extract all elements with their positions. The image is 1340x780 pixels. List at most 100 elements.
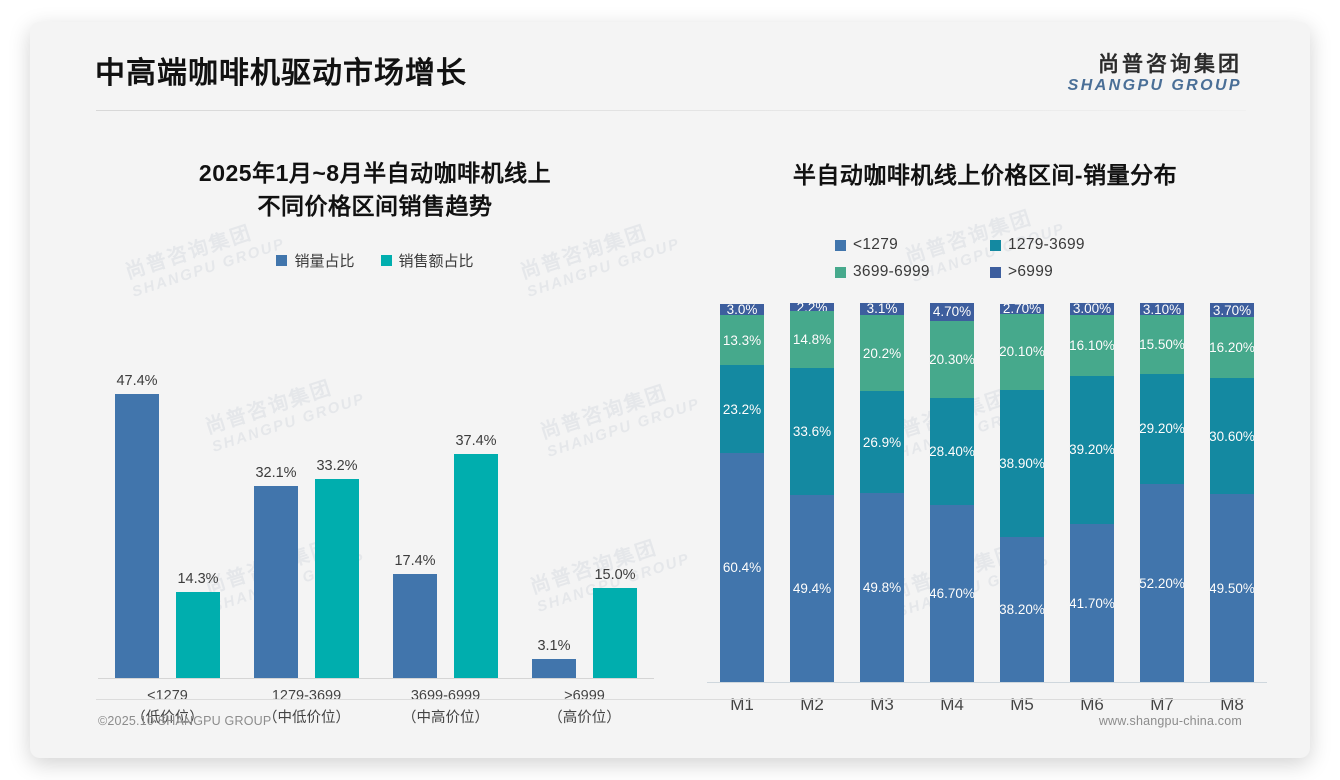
segment-value-label: 2.2% [796, 299, 828, 315]
segment-value-label: 39.20% [1069, 442, 1115, 458]
segment-value-label: 28.40% [929, 443, 975, 459]
stacked-column[interactable]: 3.70% 16.20% 30.60% 49.50% [1209, 303, 1255, 682]
segment-value-label: 38.20% [999, 602, 1045, 618]
bar-item[interactable]: 37.4% [454, 349, 498, 678]
stack-segment-over-6999[interactable]: 3.00% [1070, 301, 1114, 317]
header-divider [96, 110, 1246, 111]
bar-rect[interactable] [393, 574, 437, 678]
bar-item[interactable]: 32.1% [254, 349, 298, 678]
segment-value-label: 14.8% [792, 331, 832, 347]
stack-segment-1279-3699[interactable]: 28.40% [929, 397, 975, 506]
stacked-column[interactable]: 3.0% 13.3% 23.2% 60.4% [720, 301, 764, 682]
x-axis-line [98, 678, 654, 679]
brand-logo: 尚普咨询集团 SHANGPU GROUP [1068, 53, 1242, 95]
stack-segment-1279-3699[interactable]: 39.20% [1069, 375, 1115, 524]
segment-value-label: 30.60% [1209, 428, 1255, 444]
bar-item[interactable]: 17.4% [393, 349, 437, 678]
stack-segment-under-1279[interactable]: 52.20% [1139, 484, 1185, 682]
bar-rect[interactable] [454, 454, 498, 678]
segment-value-label: 13.3% [722, 332, 762, 348]
bar-rect[interactable] [176, 592, 220, 678]
stack-segment-over-6999[interactable]: 2.70% [1000, 301, 1044, 316]
bar-item[interactable]: 14.3% [176, 349, 220, 678]
legend-item-1279-3699[interactable]: 1279-3699 [990, 236, 1135, 254]
stack-segment-over-6999[interactable]: 2.2% [790, 300, 834, 315]
segment-value-label: 49.50% [1209, 580, 1255, 596]
stacked-column[interactable]: 3.00% 16.10% 39.20% 41.70% [1069, 301, 1115, 682]
stack-segment-3699-6999[interactable]: 14.8% [790, 311, 834, 368]
segment-value-label: 60.4% [722, 560, 762, 576]
bar-value-label: 14.3% [177, 571, 219, 587]
stack-segment-3699-6999[interactable]: 16.10% [1069, 314, 1115, 376]
stack-segment-3699-6999[interactable]: 15.50% [1139, 314, 1185, 374]
stacked-bar-chart: 3.0% 13.3% 23.2% 60.4% 2.2% 14.8% 33.6% … [707, 300, 1267, 714]
stacked-column[interactable]: 3.10% 15.50% 29.20% 52.20% [1139, 302, 1185, 682]
segment-value-label: 49.8% [862, 580, 902, 596]
grouped-bar-plot-area: 47.4% 14.3% 32.1% 33.2% [98, 349, 654, 678]
legend-label: >6999 [1008, 263, 1054, 281]
bar-rect[interactable] [532, 659, 576, 678]
legend-item-sales-value-share[interactable]: 销售额占比 [380, 250, 474, 271]
legend-item-3699-6999[interactable]: 3699-6999 [835, 263, 980, 281]
stack-segment-3699-6999[interactable]: 13.3% [720, 314, 764, 366]
bar-item[interactable]: 15.0% [593, 349, 637, 678]
stack-segment-1279-3699[interactable]: 30.60% [1209, 378, 1255, 495]
legend-item-sales-volume-share[interactable]: 销量占比 [276, 250, 355, 271]
segment-value-label: 3.0% [726, 301, 758, 317]
stack-segment-over-6999[interactable]: 3.0% [720, 301, 764, 317]
legend-swatch-icon [276, 254, 288, 266]
legend-swatch-icon [835, 239, 846, 251]
stack-segment-over-6999[interactable]: 3.70% [1210, 303, 1254, 318]
stack-segment-3699-6999[interactable]: 20.10% [999, 313, 1045, 390]
right-chart-legend: <1279 1279-3699 3699-6999 >6999 [835, 236, 1135, 281]
stacked-column[interactable]: 4.70% 20.30% 28.40% 46.70% [929, 303, 975, 682]
stack-segment-under-1279[interactable]: 41.70% [1069, 524, 1115, 682]
x-axis-tick: 1279-3699 （中低价位） [237, 685, 376, 730]
footer-website[interactable]: www.shangpu-china.com [1098, 714, 1242, 728]
bar-value-label: 32.1% [255, 465, 297, 481]
stack-segment-1279-3699[interactable]: 23.2% [720, 365, 764, 454]
stack-segment-under-1279[interactable]: 49.8% [860, 493, 904, 682]
bar-rect[interactable] [315, 479, 359, 678]
stack-segment-under-1279[interactable]: 60.4% [720, 453, 764, 682]
bar-rect[interactable] [254, 486, 298, 678]
x-axis-tick: M4 [940, 695, 964, 714]
legend-swatch-icon [835, 266, 846, 278]
left-chart-title-line2: 不同价格区间销售趋势 [257, 193, 493, 220]
stack-segment-3699-6999[interactable]: 16.20% [1209, 317, 1255, 379]
stack-segment-over-6999[interactable]: 3.10% [1140, 302, 1184, 317]
stack-segment-3699-6999[interactable]: 20.2% [860, 314, 904, 392]
left-chart-title-line1: 2025年1月~8月半自动咖啡机线上 [198, 160, 552, 186]
stacked-column[interactable]: 3.1% 20.2% 26.9% 49.8% [860, 301, 904, 682]
bar-group: 32.1% 33.2% [237, 349, 376, 678]
bar-rect[interactable] [115, 394, 159, 678]
bar-value-label: 37.4% [455, 433, 497, 449]
segment-value-label: 38.90% [999, 456, 1045, 472]
x-tick-range: >6999 [564, 688, 605, 704]
footer-copyright: ©2025.10 SHANGPU GROUP [98, 714, 272, 728]
stacked-column[interactable]: 2.70% 20.10% 38.90% 38.20% [999, 301, 1045, 682]
legend-item-under-1279[interactable]: <1279 [835, 236, 980, 254]
x-axis-tick: M6 [1080, 695, 1104, 714]
stack-segment-1279-3699[interactable]: 33.6% [790, 367, 834, 495]
stack-segment-under-1279[interactable]: 49.50% [1209, 494, 1255, 682]
stack-segment-over-6999[interactable]: 3.1% [860, 301, 904, 316]
bar-item[interactable]: 47.4% [115, 349, 159, 678]
x-axis-tick: M7 [1150, 695, 1174, 714]
stack-segment-under-1279[interactable]: 38.20% [999, 537, 1045, 682]
legend-item-over-6999[interactable]: >6999 [990, 263, 1135, 281]
stacked-column[interactable]: 2.2% 14.8% 33.6% 49.4% [790, 300, 834, 682]
stack-segment-3699-6999[interactable]: 20.30% [929, 320, 975, 398]
segment-value-label: 3.00% [1072, 301, 1112, 317]
stack-segment-1279-3699[interactable]: 38.90% [999, 389, 1045, 538]
stack-segment-under-1279[interactable]: 49.4% [790, 494, 834, 682]
bar-item[interactable]: 33.2% [315, 349, 359, 678]
stack-segment-1279-3699[interactable]: 26.9% [860, 391, 904, 494]
page-title: 中高端咖啡机驱动市场增长 [95, 57, 467, 90]
bar-rect[interactable] [593, 588, 637, 678]
stack-segment-1279-3699[interactable]: 29.20% [1139, 373, 1185, 485]
stack-segment-over-6999[interactable]: 4.70% [930, 303, 974, 321]
legend-label: 销售额占比 [398, 252, 474, 270]
bar-item[interactable]: 3.1% [532, 349, 576, 678]
stack-segment-under-1279[interactable]: 46.70% [929, 505, 975, 682]
